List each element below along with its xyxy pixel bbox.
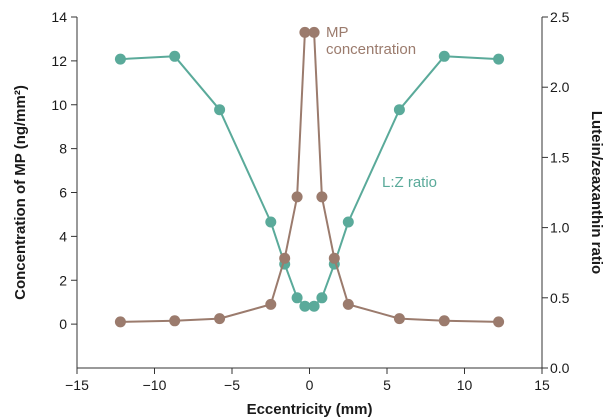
mp-concentration-point — [328, 252, 340, 264]
l-z-ratio-point — [393, 104, 405, 116]
y-right-tick-label: 0.5 — [550, 290, 570, 306]
l-z-ratio-point — [265, 216, 277, 228]
y-left-tick-label: 6 — [59, 185, 67, 201]
l-z-ratio-point — [169, 50, 181, 62]
y-left-tick-label: 10 — [51, 97, 67, 113]
y-left-tick-label: 8 — [59, 141, 67, 157]
l-z-ratio-point — [493, 53, 505, 65]
mp-concentration-label-line2: concentration — [326, 41, 416, 58]
axes: −15 −10 −5 0 5 10 15 0 2 4 6 8 10 12 14 0.0 0.5 1.0 1.5 2.0… — [51, 9, 569, 393]
y-right-tick-label: 1.0 — [550, 220, 570, 236]
l-z-ratio-point — [308, 300, 320, 312]
l-z-ratio-point — [299, 300, 311, 312]
mp-concentration-point — [342, 298, 354, 310]
mp-concentration-point — [308, 26, 320, 38]
l-z-ratio-line — [120, 55, 499, 308]
l-z-ratio-point — [316, 292, 328, 304]
mp-concentration-point — [393, 313, 405, 325]
x-tick-label: 15 — [534, 377, 550, 393]
y-left-axis-title: Concentration of MP (ng/mm²) — [12, 85, 29, 300]
series-layer — [114, 26, 505, 328]
y-right-tick-label: 1.5 — [550, 149, 570, 165]
mp-concentration-point — [299, 26, 311, 38]
mp-concentration-point — [493, 316, 505, 328]
mp-concentration-point — [214, 313, 226, 325]
x-tick-label: −10 — [143, 377, 167, 393]
labels-layer: Eccentricity (mm) Concentration of MP (ng… — [12, 24, 605, 418]
lz-ratio-label: L:Z ratio — [382, 174, 437, 191]
mp-concentration-point — [316, 191, 328, 203]
x-tick-label: −5 — [224, 377, 240, 393]
mp-concentration-point — [291, 191, 303, 203]
mp-concentration-point — [265, 298, 277, 310]
mp-concentration-point — [279, 252, 291, 264]
y-left-tick-label: 4 — [59, 228, 67, 244]
y-left-tick-label: 14 — [51, 9, 67, 25]
x-tick-label: 5 — [383, 377, 391, 393]
x-tick-label: 10 — [457, 377, 473, 393]
l-z-ratio-point — [214, 104, 226, 116]
y-right-tick-label: 2.5 — [550, 9, 570, 25]
l-z-ratio-point — [114, 53, 126, 65]
y-left-tick-label: 0 — [59, 316, 67, 332]
x-tick-label: −15 — [65, 377, 89, 393]
l-z-ratio-point — [291, 292, 303, 304]
mp-concentration-line — [120, 31, 499, 323]
l-z-ratio-point — [342, 216, 354, 228]
y-right-tick-label: 2.0 — [550, 79, 570, 95]
mp-concentration-point — [114, 316, 126, 328]
y-left-tick-label: 12 — [51, 53, 67, 69]
y-right-tick-label: 0.0 — [550, 360, 570, 376]
x-axis-title: Eccentricity (mm) — [247, 401, 373, 418]
l-z-ratio-point — [438, 50, 450, 62]
y-left-tick-label: 2 — [59, 272, 67, 288]
mp-concentration-point — [438, 315, 450, 327]
y-right-axis-title: Lutein/zeaxanthin ratio — [588, 111, 605, 274]
mp-concentration-label-line1: MP — [326, 24, 349, 41]
x-tick-label: 0 — [306, 377, 314, 393]
mp-concentration-point — [169, 315, 181, 327]
